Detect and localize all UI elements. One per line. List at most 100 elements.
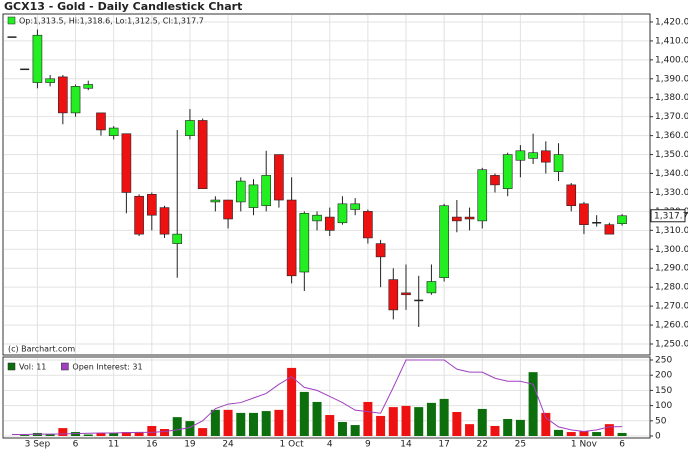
candle-body bbox=[350, 203, 360, 210]
chart-title: GCX13 - Gold - Daily Candlestick Chart bbox=[4, 0, 242, 13]
candle-body bbox=[363, 211, 373, 239]
candle-body bbox=[439, 205, 449, 279]
volume-bar bbox=[248, 412, 258, 436]
volume-bar bbox=[439, 398, 449, 436]
volume-bar bbox=[528, 372, 538, 436]
volume-bar bbox=[414, 407, 424, 436]
legend-label: Vol: 11 bbox=[19, 363, 46, 372]
candle-body bbox=[477, 169, 488, 222]
x-tick-label: 22 bbox=[477, 440, 488, 450]
candle-body bbox=[617, 215, 627, 225]
candle-body bbox=[401, 292, 411, 296]
y-tick-label: 1,420.0 bbox=[655, 17, 688, 27]
volume-bar bbox=[96, 432, 106, 436]
candle-body bbox=[172, 233, 183, 244]
volume-bar bbox=[45, 434, 55, 436]
y-tick-label: 1,370.0 bbox=[655, 112, 688, 122]
volume-bar bbox=[490, 425, 500, 436]
candle-body bbox=[464, 216, 475, 220]
candle-body bbox=[147, 194, 157, 216]
volume-bar bbox=[185, 421, 195, 436]
volume-bar bbox=[617, 432, 627, 436]
volume-bar bbox=[198, 428, 208, 436]
x-tick-label: 1 Nov bbox=[571, 440, 598, 450]
y-tick-label: 250 bbox=[655, 356, 672, 366]
volume-bar bbox=[210, 409, 220, 436]
x-tick-label: 6 bbox=[619, 440, 625, 450]
volume-bar bbox=[452, 411, 462, 436]
x-tick-label: 24 bbox=[222, 440, 234, 450]
candle-body bbox=[32, 34, 43, 83]
legend-swatch bbox=[61, 362, 69, 371]
candle-body bbox=[375, 243, 386, 258]
y-tick-label: 200 bbox=[655, 371, 672, 381]
last-price-label: 1,317.7 bbox=[654, 211, 688, 221]
y-tick-label: 1,400.0 bbox=[655, 55, 688, 65]
volume-bar bbox=[503, 418, 513, 436]
candle-body bbox=[286, 199, 297, 277]
volume-bar bbox=[223, 409, 233, 436]
volume-bar bbox=[541, 412, 551, 436]
x-tick-label: 25 bbox=[515, 440, 526, 450]
candle-body bbox=[223, 199, 233, 220]
volume-bar bbox=[388, 407, 398, 436]
y-tick-label: 1,290.0 bbox=[655, 264, 688, 274]
candle-body bbox=[553, 154, 564, 172]
volume-bar bbox=[579, 431, 589, 436]
y-tick-label: 1,390.0 bbox=[655, 74, 688, 84]
candle-body bbox=[210, 199, 221, 203]
volume-bar bbox=[566, 432, 576, 436]
x-tick-label: 16 bbox=[146, 440, 158, 450]
y-tick-label: 1,300.0 bbox=[655, 245, 688, 255]
candle-body bbox=[96, 112, 106, 131]
volume-bar bbox=[172, 417, 182, 436]
volume-bar bbox=[337, 422, 347, 436]
candle-body bbox=[541, 150, 551, 163]
candle-body bbox=[108, 127, 119, 136]
x-tick-label: 9 bbox=[365, 440, 371, 450]
candle-body bbox=[58, 76, 68, 114]
volume-bar bbox=[350, 425, 360, 436]
volume-bar bbox=[312, 401, 322, 436]
copyright: (c) Barchart.com bbox=[8, 345, 75, 354]
volume-bar bbox=[20, 435, 30, 436]
y-tick-label: 150 bbox=[655, 386, 672, 396]
candle-body bbox=[337, 203, 348, 224]
y-tick-label: 1,380.0 bbox=[655, 93, 688, 103]
candle-body bbox=[261, 175, 272, 207]
volume-bar bbox=[58, 428, 68, 436]
info-text: Op:1,313.5, Hi:1,318.6, Lo:1,312.5, Cl:1… bbox=[19, 17, 204, 26]
volume-bar bbox=[426, 402, 436, 436]
candle-body bbox=[235, 180, 246, 203]
candle-body bbox=[604, 224, 615, 235]
y-tick-label: 1,360.0 bbox=[655, 131, 688, 141]
y-tick-label: 0 bbox=[655, 432, 661, 442]
volume-frame bbox=[2, 356, 651, 439]
y-tick-label: 1,350.0 bbox=[655, 150, 688, 160]
y-tick-label: 50 bbox=[655, 416, 667, 426]
candle-body bbox=[426, 281, 437, 294]
x-tick-label: 19 bbox=[184, 440, 196, 450]
y-tick-label: 1,260.0 bbox=[655, 321, 688, 331]
x-tick-label: 14 bbox=[400, 440, 412, 450]
y-tick-label: 1,270.0 bbox=[655, 302, 688, 312]
volume-bar bbox=[477, 408, 487, 436]
volume-bar bbox=[465, 424, 475, 436]
candle-body bbox=[388, 279, 399, 311]
y-tick-label: 1,410.0 bbox=[655, 36, 688, 46]
y-tick-label: 100 bbox=[655, 401, 672, 411]
candle-body bbox=[45, 78, 55, 83]
x-tick-label: 1 Oct bbox=[280, 440, 305, 450]
volume-bar bbox=[121, 432, 131, 436]
candle-body bbox=[248, 184, 259, 208]
candle-body bbox=[274, 154, 284, 201]
candle-body bbox=[452, 216, 462, 222]
volume-bar bbox=[287, 367, 297, 436]
volume-bar bbox=[261, 411, 271, 436]
x-tick-label: 3 Sep bbox=[25, 440, 51, 450]
legend-swatch bbox=[7, 362, 16, 371]
volume-bar bbox=[401, 405, 411, 436]
candle-body bbox=[70, 86, 81, 114]
x-tick-label: 6 bbox=[73, 440, 79, 450]
y-tick-label: 1,250.0 bbox=[655, 340, 688, 350]
